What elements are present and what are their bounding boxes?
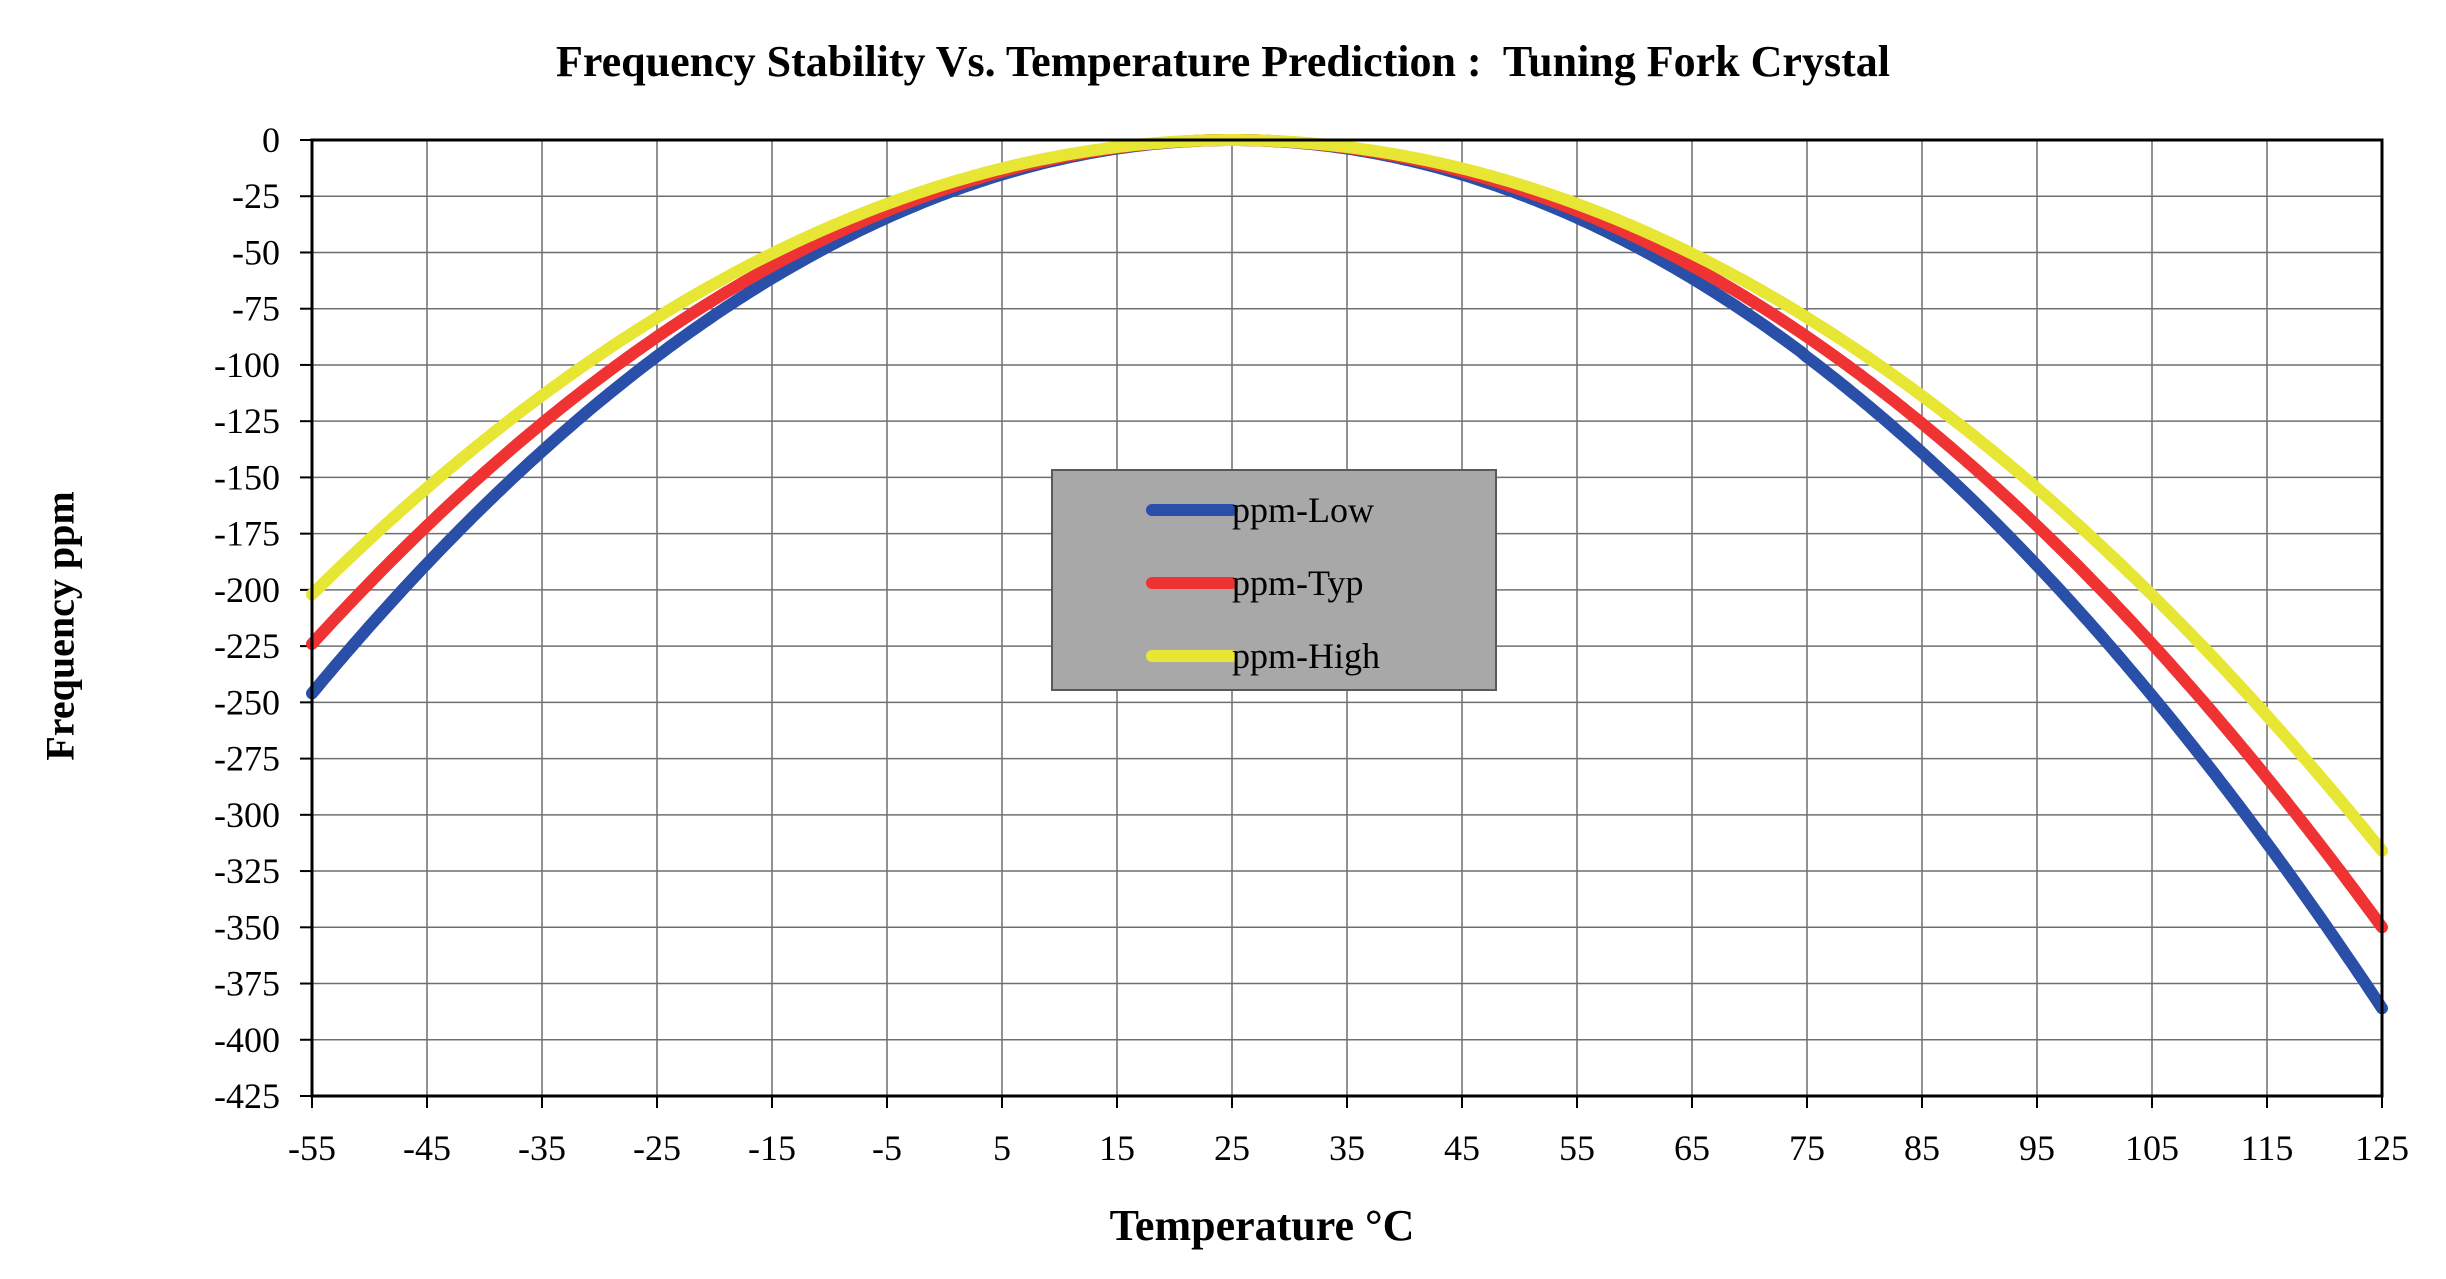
x-tick-label: 45 — [1444, 1128, 1480, 1168]
y-tick-label: -150 — [214, 457, 280, 497]
x-tick-label: -25 — [633, 1128, 681, 1168]
legend-label-ppm-high: ppm-High — [1232, 636, 1380, 676]
legend-box — [1051, 469, 1497, 691]
y-tick-label: -400 — [214, 1020, 280, 1060]
x-tick-label: 115 — [2241, 1128, 2294, 1168]
x-tick-label: 105 — [2125, 1128, 2179, 1168]
y-tick-label: -300 — [214, 795, 280, 835]
x-tick-label: 85 — [1904, 1128, 1940, 1168]
y-tick-label: -50 — [232, 232, 280, 272]
series-lines — [306, 134, 2388, 1015]
legend: ppm-Low ppm-Typ ppm-High — [1051, 469, 1497, 691]
x-tick-label: 65 — [1674, 1128, 1710, 1168]
y-tick-label: -175 — [214, 514, 280, 554]
y-tick-label: 0 — [262, 120, 280, 160]
y-tick-label: -275 — [214, 739, 280, 779]
x-tick-label: 25 — [1214, 1128, 1250, 1168]
x-tick-label: 5 — [993, 1128, 1011, 1168]
y-tick-label: -225 — [214, 626, 280, 666]
x-tick-label: 125 — [2355, 1128, 2409, 1168]
y-tick-label: -75 — [232, 289, 280, 329]
y-tick-label: -250 — [214, 682, 280, 722]
legend-label-ppm-low: ppm-Low — [1232, 490, 1374, 530]
y-tick-label: -425 — [214, 1076, 280, 1116]
legend-label-ppm-typ: ppm-Typ — [1232, 563, 1363, 603]
x-tick-label: -45 — [403, 1128, 451, 1168]
y-tick-label: -200 — [214, 570, 280, 610]
y-tick-label: -25 — [232, 176, 280, 216]
x-tick-label: -15 — [748, 1128, 796, 1168]
plot-area-frame — [310, 138, 2384, 1098]
x-tick-label: -5 — [872, 1128, 902, 1168]
x-tick-label: 55 — [1559, 1128, 1595, 1168]
y-tick-label: -100 — [214, 345, 280, 385]
chart-title: Frequency Stability Vs. Temperature Pred… — [556, 37, 1890, 86]
x-axis-label: Temperature °C — [1109, 1201, 1415, 1250]
x-tick-label: -35 — [518, 1128, 566, 1168]
x-tick-label: 95 — [2019, 1128, 2055, 1168]
x-tick-label: 15 — [1099, 1128, 1135, 1168]
y-tick-label: -125 — [214, 401, 280, 441]
x-tick-label: 35 — [1329, 1128, 1365, 1168]
x-tick-label: -55 — [288, 1128, 336, 1168]
series-line-ppm-high — [306, 134, 2388, 857]
tick-labels: -55 -45 -35 -25 -15 -5 5 15 25 35 45 55 65 75 85 95 105 1… — [214, 120, 2409, 1168]
y-tick-label: -350 — [214, 907, 280, 947]
y-tick-label: -375 — [214, 964, 280, 1004]
x-tick-label: 75 — [1789, 1128, 1825, 1168]
y-tick-label: -325 — [214, 851, 280, 891]
